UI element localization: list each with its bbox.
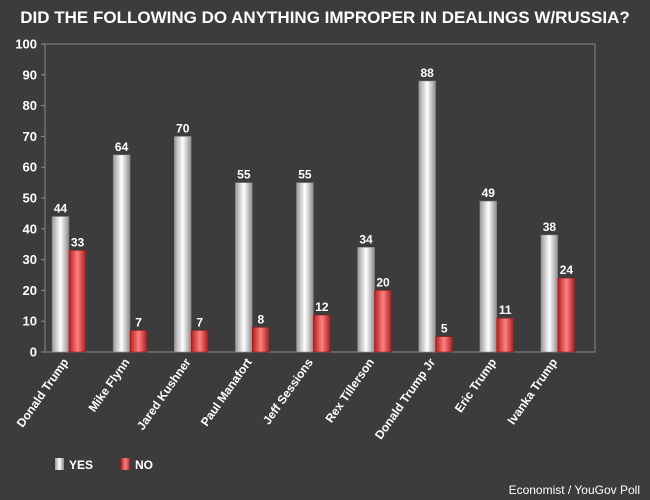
data-label-no: 11: [499, 303, 512, 317]
bar-yes: [357, 247, 375, 353]
bar-no: [313, 314, 331, 353]
category-label: Rex Tillerson: [322, 356, 377, 426]
bar-no: [190, 330, 209, 353]
data-label-yes: 55: [298, 168, 312, 182]
data-label-yes: 70: [176, 121, 190, 135]
y-tick-label: 10: [23, 314, 37, 329]
y-tick-label: 90: [23, 67, 37, 82]
bar-no: [435, 336, 453, 353]
y-tick-label: 50: [23, 191, 37, 206]
data-label-yes: 44: [54, 201, 68, 215]
bar-yes: [173, 136, 192, 353]
bar-yes: [51, 216, 70, 353]
legend-swatch-no: [121, 458, 130, 470]
y-tick-label: 20: [23, 283, 37, 298]
bar-no: [252, 327, 270, 353]
data-label-no: 20: [376, 275, 390, 289]
chart-title: DID THE FOLLOWING DO ANYTHING IMPROPER I…: [20, 8, 629, 27]
legend-label-no: NO: [135, 458, 153, 472]
bar-yes: [235, 182, 253, 353]
x-axis: Donald Trump Mike Flynn Jared Kushner Paul …: [14, 355, 561, 441]
data-label-yes: 55: [237, 168, 251, 182]
data-label-yes: 49: [482, 186, 496, 200]
data-label-no: 7: [196, 315, 203, 329]
legend-label-yes: YES: [69, 458, 93, 472]
bar-no: [129, 330, 148, 353]
source-note: Economist / YouGov Poll: [509, 483, 640, 497]
data-label-yes: 64: [115, 140, 129, 154]
bar-yes: [296, 182, 314, 353]
bar-no: [557, 277, 576, 353]
bar-yes: [418, 80, 436, 353]
bar-no: [374, 290, 392, 353]
category-label: Donald Trump: [14, 356, 72, 430]
data-label-yes: 38: [543, 220, 557, 234]
data-label-no: 24: [560, 263, 574, 277]
y-tick-label: 70: [23, 129, 37, 144]
category-label: Jeff Sessions: [260, 355, 316, 427]
legend-swatch-yes: [55, 458, 64, 470]
data-label-yes: 88: [420, 66, 434, 80]
bar-yes: [479, 200, 498, 353]
data-label-yes: 34: [359, 232, 373, 246]
bar-yes: [112, 154, 131, 353]
y-tick-label: 40: [23, 221, 37, 236]
data-label-no: 12: [315, 300, 329, 314]
data-label-no: 8: [257, 312, 264, 326]
y-tick-label: 30: [23, 252, 37, 267]
y-tick-label: 0: [30, 345, 37, 360]
data-label-no: 5: [441, 322, 448, 336]
y-tick-label: 80: [23, 98, 37, 113]
y-axis: 0 10 20 30 40 50 60 70 80 90 100: [15, 37, 45, 360]
bar-yes: [540, 234, 559, 353]
category-label: Jared Kushner: [134, 355, 194, 432]
category-label: Paul Manafort: [198, 356, 255, 429]
category-label: Eric Trump: [452, 356, 499, 415]
category-label: Donald Trump Jr: [372, 355, 438, 441]
data-label-no: 33: [71, 235, 85, 249]
bar-no: [68, 250, 87, 353]
data-label-no: 7: [135, 315, 142, 329]
bars: 44 33 64 7 70 7 55 8 55 12 34 20 88 5 49 11 38 24: [51, 66, 576, 353]
legend: YES NO: [55, 458, 153, 472]
category-label: Ivanka Trump: [504, 356, 560, 427]
bar-no: [496, 317, 515, 353]
y-tick-label: 60: [23, 160, 37, 175]
category-label: Mike Flynn: [86, 356, 133, 415]
y-tick-label: 100: [15, 37, 37, 52]
